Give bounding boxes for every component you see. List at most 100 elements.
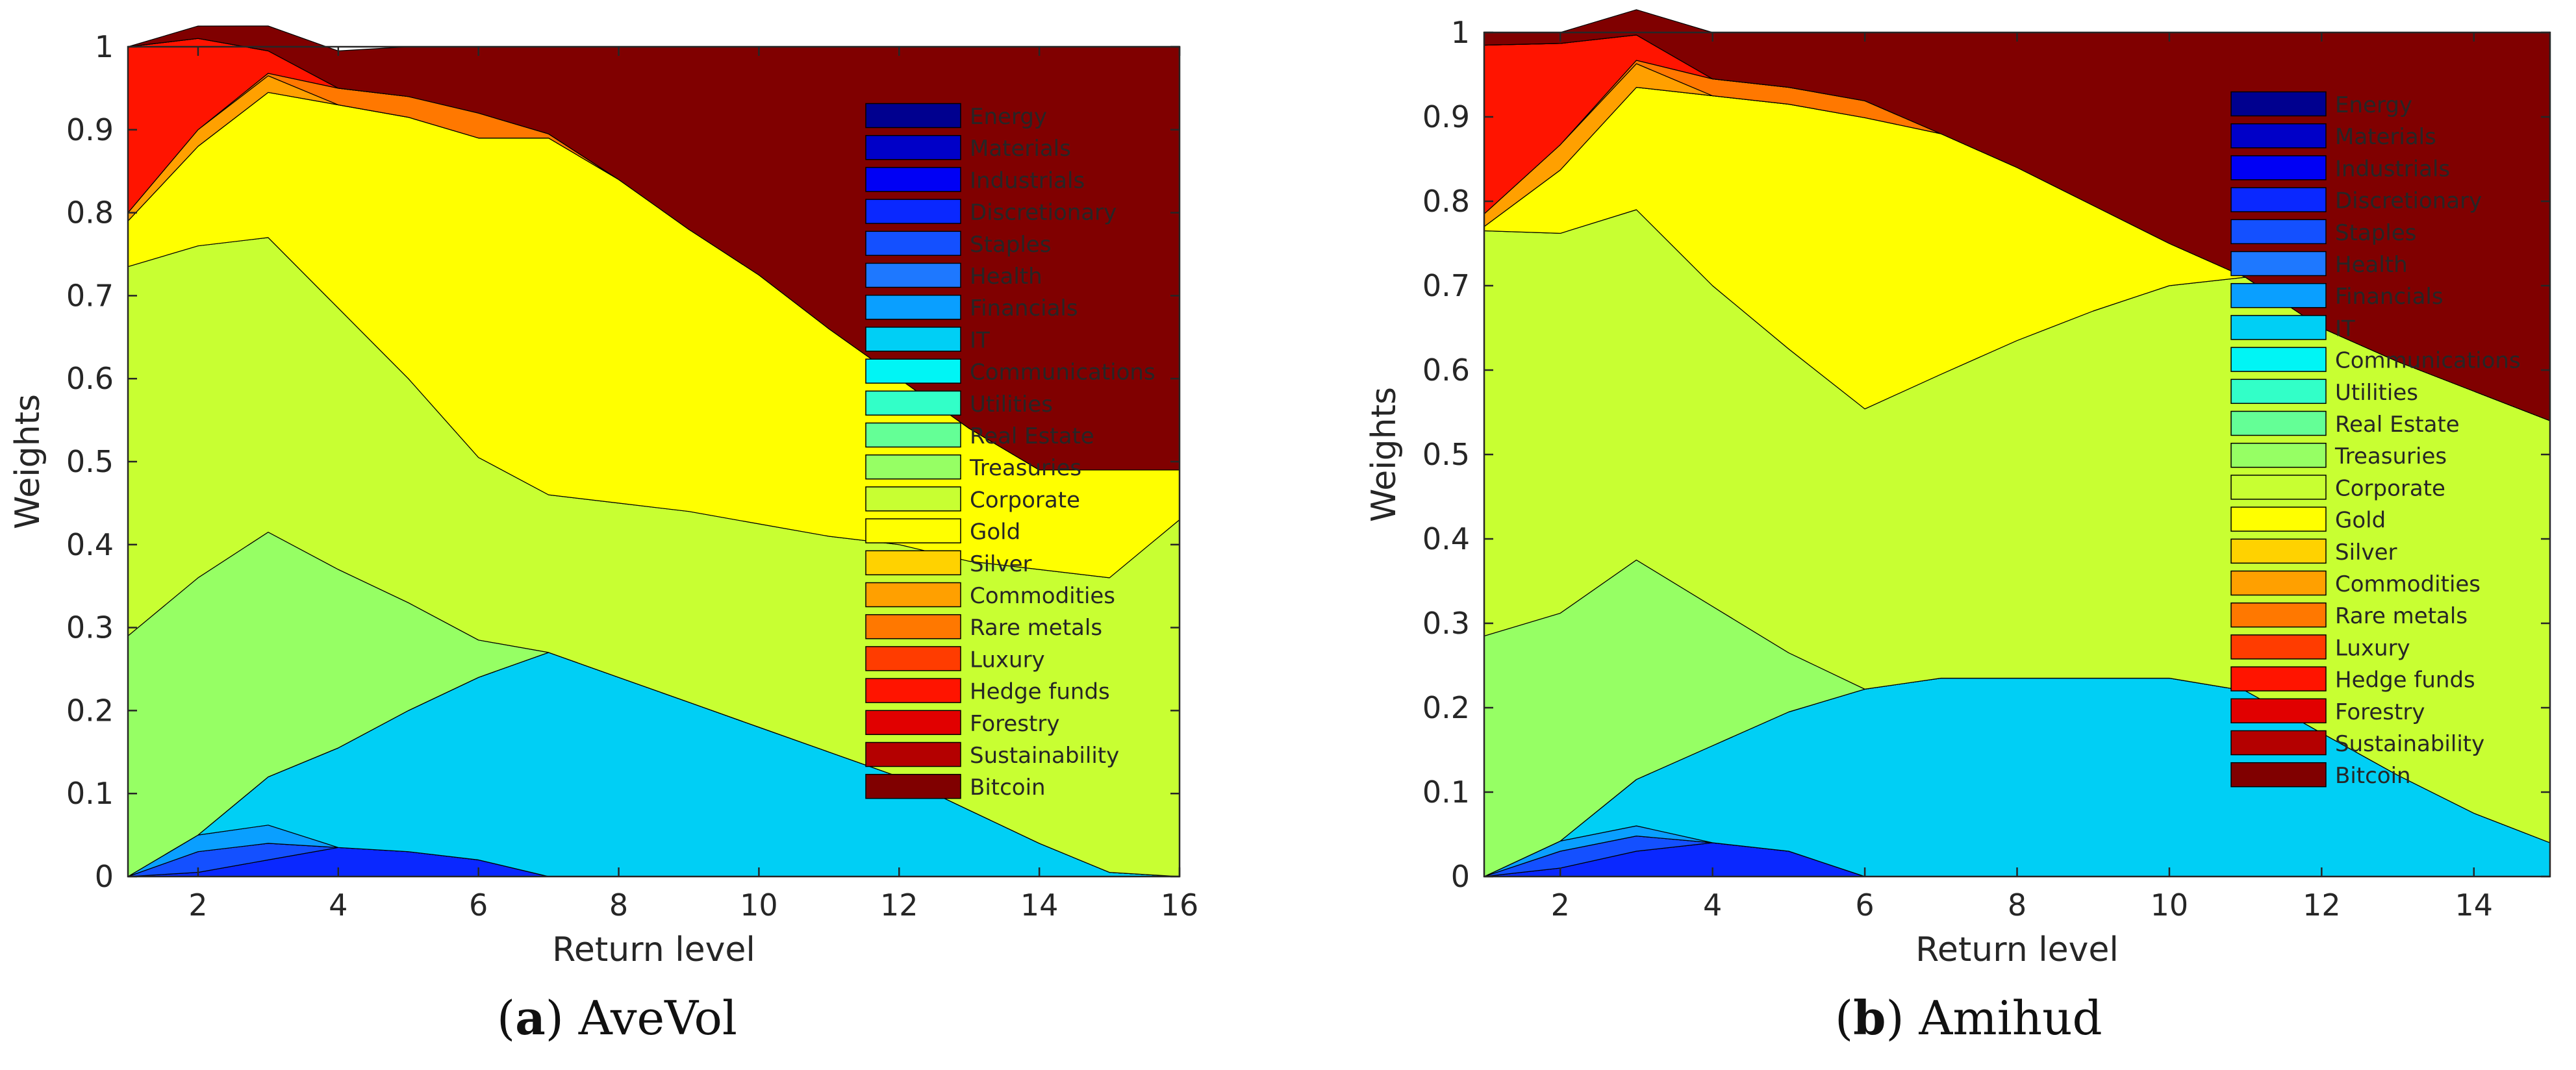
legend-swatch xyxy=(865,614,961,640)
caption-b-letter: b xyxy=(1853,990,1886,1045)
y-tick-label: 0.6 xyxy=(1422,353,1470,388)
legend-label: Silver xyxy=(2335,540,2397,566)
legend-swatch xyxy=(865,422,961,448)
y-tick-label: 0 xyxy=(1451,859,1470,894)
legend-swatch xyxy=(865,167,961,192)
legend-label: Industrials xyxy=(2335,156,2450,182)
legend-swatch xyxy=(865,134,961,160)
legend-swatch xyxy=(865,646,961,671)
legend-swatch xyxy=(2230,475,2327,500)
legend: Energy Materials Industrials Discretionary S… xyxy=(2230,91,2521,789)
y-tick-label: 0.2 xyxy=(1422,690,1470,725)
legend-label: Bitcoin xyxy=(2335,763,2411,789)
y-tick-label: 0.9 xyxy=(66,112,114,147)
legend-label: Corporate xyxy=(2335,475,2445,501)
legend-swatch xyxy=(2230,666,2327,691)
caption-a-text: AveVol xyxy=(578,991,737,1045)
y-tick-label: 0 xyxy=(95,859,114,894)
x-tick-label: 12 xyxy=(880,888,918,923)
legend-swatch xyxy=(865,103,961,129)
legend-swatch xyxy=(2230,698,2327,724)
y-tick-label: 0.8 xyxy=(66,195,114,230)
legend-label: Utilities xyxy=(2335,380,2418,406)
legend-swatch xyxy=(865,518,961,543)
legend-label: Health xyxy=(2335,252,2408,278)
legend-label: Bitcoin xyxy=(970,775,1046,801)
legend-label: Sustainability xyxy=(970,743,1119,769)
legend-label: Sustainability xyxy=(2335,731,2484,757)
y-tick-label: 0.3 xyxy=(66,610,114,645)
x-axis-label: Return level xyxy=(1915,930,2119,969)
y-tick-label: 0.8 xyxy=(1422,184,1470,219)
legend-label: Staples xyxy=(2335,220,2416,246)
x-tick-label: 8 xyxy=(2008,888,2027,923)
legend-label: Luxury xyxy=(2335,635,2410,661)
legend-swatch xyxy=(865,390,961,416)
legend-swatch xyxy=(2230,123,2327,149)
legend-label: Commodities xyxy=(970,583,1115,609)
legend-label: Utilities xyxy=(970,392,1053,417)
chart-amihud: 00.10.20.30.40.50.60.70.80.912 4 6 8 10 12 14R… xyxy=(1365,9,2551,969)
legend-label: Energy xyxy=(970,104,1047,130)
chart-avevol: 00.10.20.30.40.50.60.70.80.912 4 6 8 10 12 14 1… xyxy=(8,25,1199,969)
legend-swatch xyxy=(2230,410,2327,436)
x-tick-label: 4 xyxy=(1703,888,1722,923)
legend-label: Commodities xyxy=(2335,571,2481,597)
legend-swatch xyxy=(865,199,961,224)
y-tick-label: 0.4 xyxy=(1422,521,1470,556)
legend-label: Gold xyxy=(2335,508,2386,534)
legend-label: Materials xyxy=(2335,124,2436,150)
legend-swatch xyxy=(2230,282,2327,308)
y-tick-label: 0.7 xyxy=(66,278,114,313)
legend-label: Health xyxy=(970,264,1042,290)
x-tick-label: 14 xyxy=(1020,888,1059,923)
x-tick-label: 16 xyxy=(1161,888,1199,923)
legend-label: Industrials xyxy=(970,168,1085,193)
legend-swatch xyxy=(2230,634,2327,660)
y-tick-label: 0.1 xyxy=(1422,775,1470,810)
legend-swatch xyxy=(865,678,961,703)
caption-a-letter: a xyxy=(515,990,546,1045)
legend-label: Treasuries xyxy=(969,455,1081,481)
legend-label: Luxury xyxy=(970,647,1045,673)
legend-swatch xyxy=(2230,315,2327,340)
legend-label: Forestry xyxy=(2335,699,2425,725)
legend-label: Discretionary xyxy=(2335,188,2482,214)
legend-swatch xyxy=(865,262,961,288)
y-tick-label: 0.6 xyxy=(66,361,114,396)
legend-swatch xyxy=(2230,538,2327,564)
y-tick-label: 0.5 xyxy=(66,444,114,479)
legend-swatch xyxy=(2230,379,2327,404)
legend-label: Staples xyxy=(970,232,1051,258)
y-tick-label: 0.3 xyxy=(1422,606,1470,641)
legend-swatch xyxy=(865,710,961,736)
caption-b: (b) Amihud xyxy=(1835,990,2102,1045)
legend-label: Real Estate xyxy=(970,423,1094,449)
legend: Energy Materials Industrials Discretionary S… xyxy=(865,103,1155,801)
legend-swatch xyxy=(2230,219,2327,245)
caption-a: (a) AveVol xyxy=(497,990,737,1045)
x-tick-label: 2 xyxy=(188,888,207,923)
y-axis-label: Weights xyxy=(8,394,47,529)
legend-swatch xyxy=(2230,251,2327,277)
legend-label: Financials xyxy=(970,295,1078,321)
x-axis-label: Return level xyxy=(552,930,755,969)
x-tick-label: 10 xyxy=(2151,888,2189,923)
legend-label: Communications xyxy=(970,360,1155,386)
legend-swatch xyxy=(865,294,961,320)
legend-label: Materials xyxy=(970,136,1071,162)
legend-label: Corporate xyxy=(970,487,1080,513)
legend-label: Forestry xyxy=(970,711,1059,737)
legend-swatch xyxy=(2230,187,2327,212)
legend-label: Treasuries xyxy=(2334,443,2447,469)
legend-swatch xyxy=(865,358,961,384)
y-tick-label: 1 xyxy=(1451,15,1470,50)
legend-label: IT xyxy=(970,327,990,353)
x-tick-label: 12 xyxy=(2303,888,2341,923)
y-axis-label: Weights xyxy=(1365,387,1404,522)
legend-label: Rare metals xyxy=(970,615,1102,641)
legend-swatch xyxy=(865,486,961,512)
legend-swatch xyxy=(2230,91,2327,117)
caption-b-text: Amihud xyxy=(1919,991,2102,1045)
legend-swatch xyxy=(865,582,961,608)
